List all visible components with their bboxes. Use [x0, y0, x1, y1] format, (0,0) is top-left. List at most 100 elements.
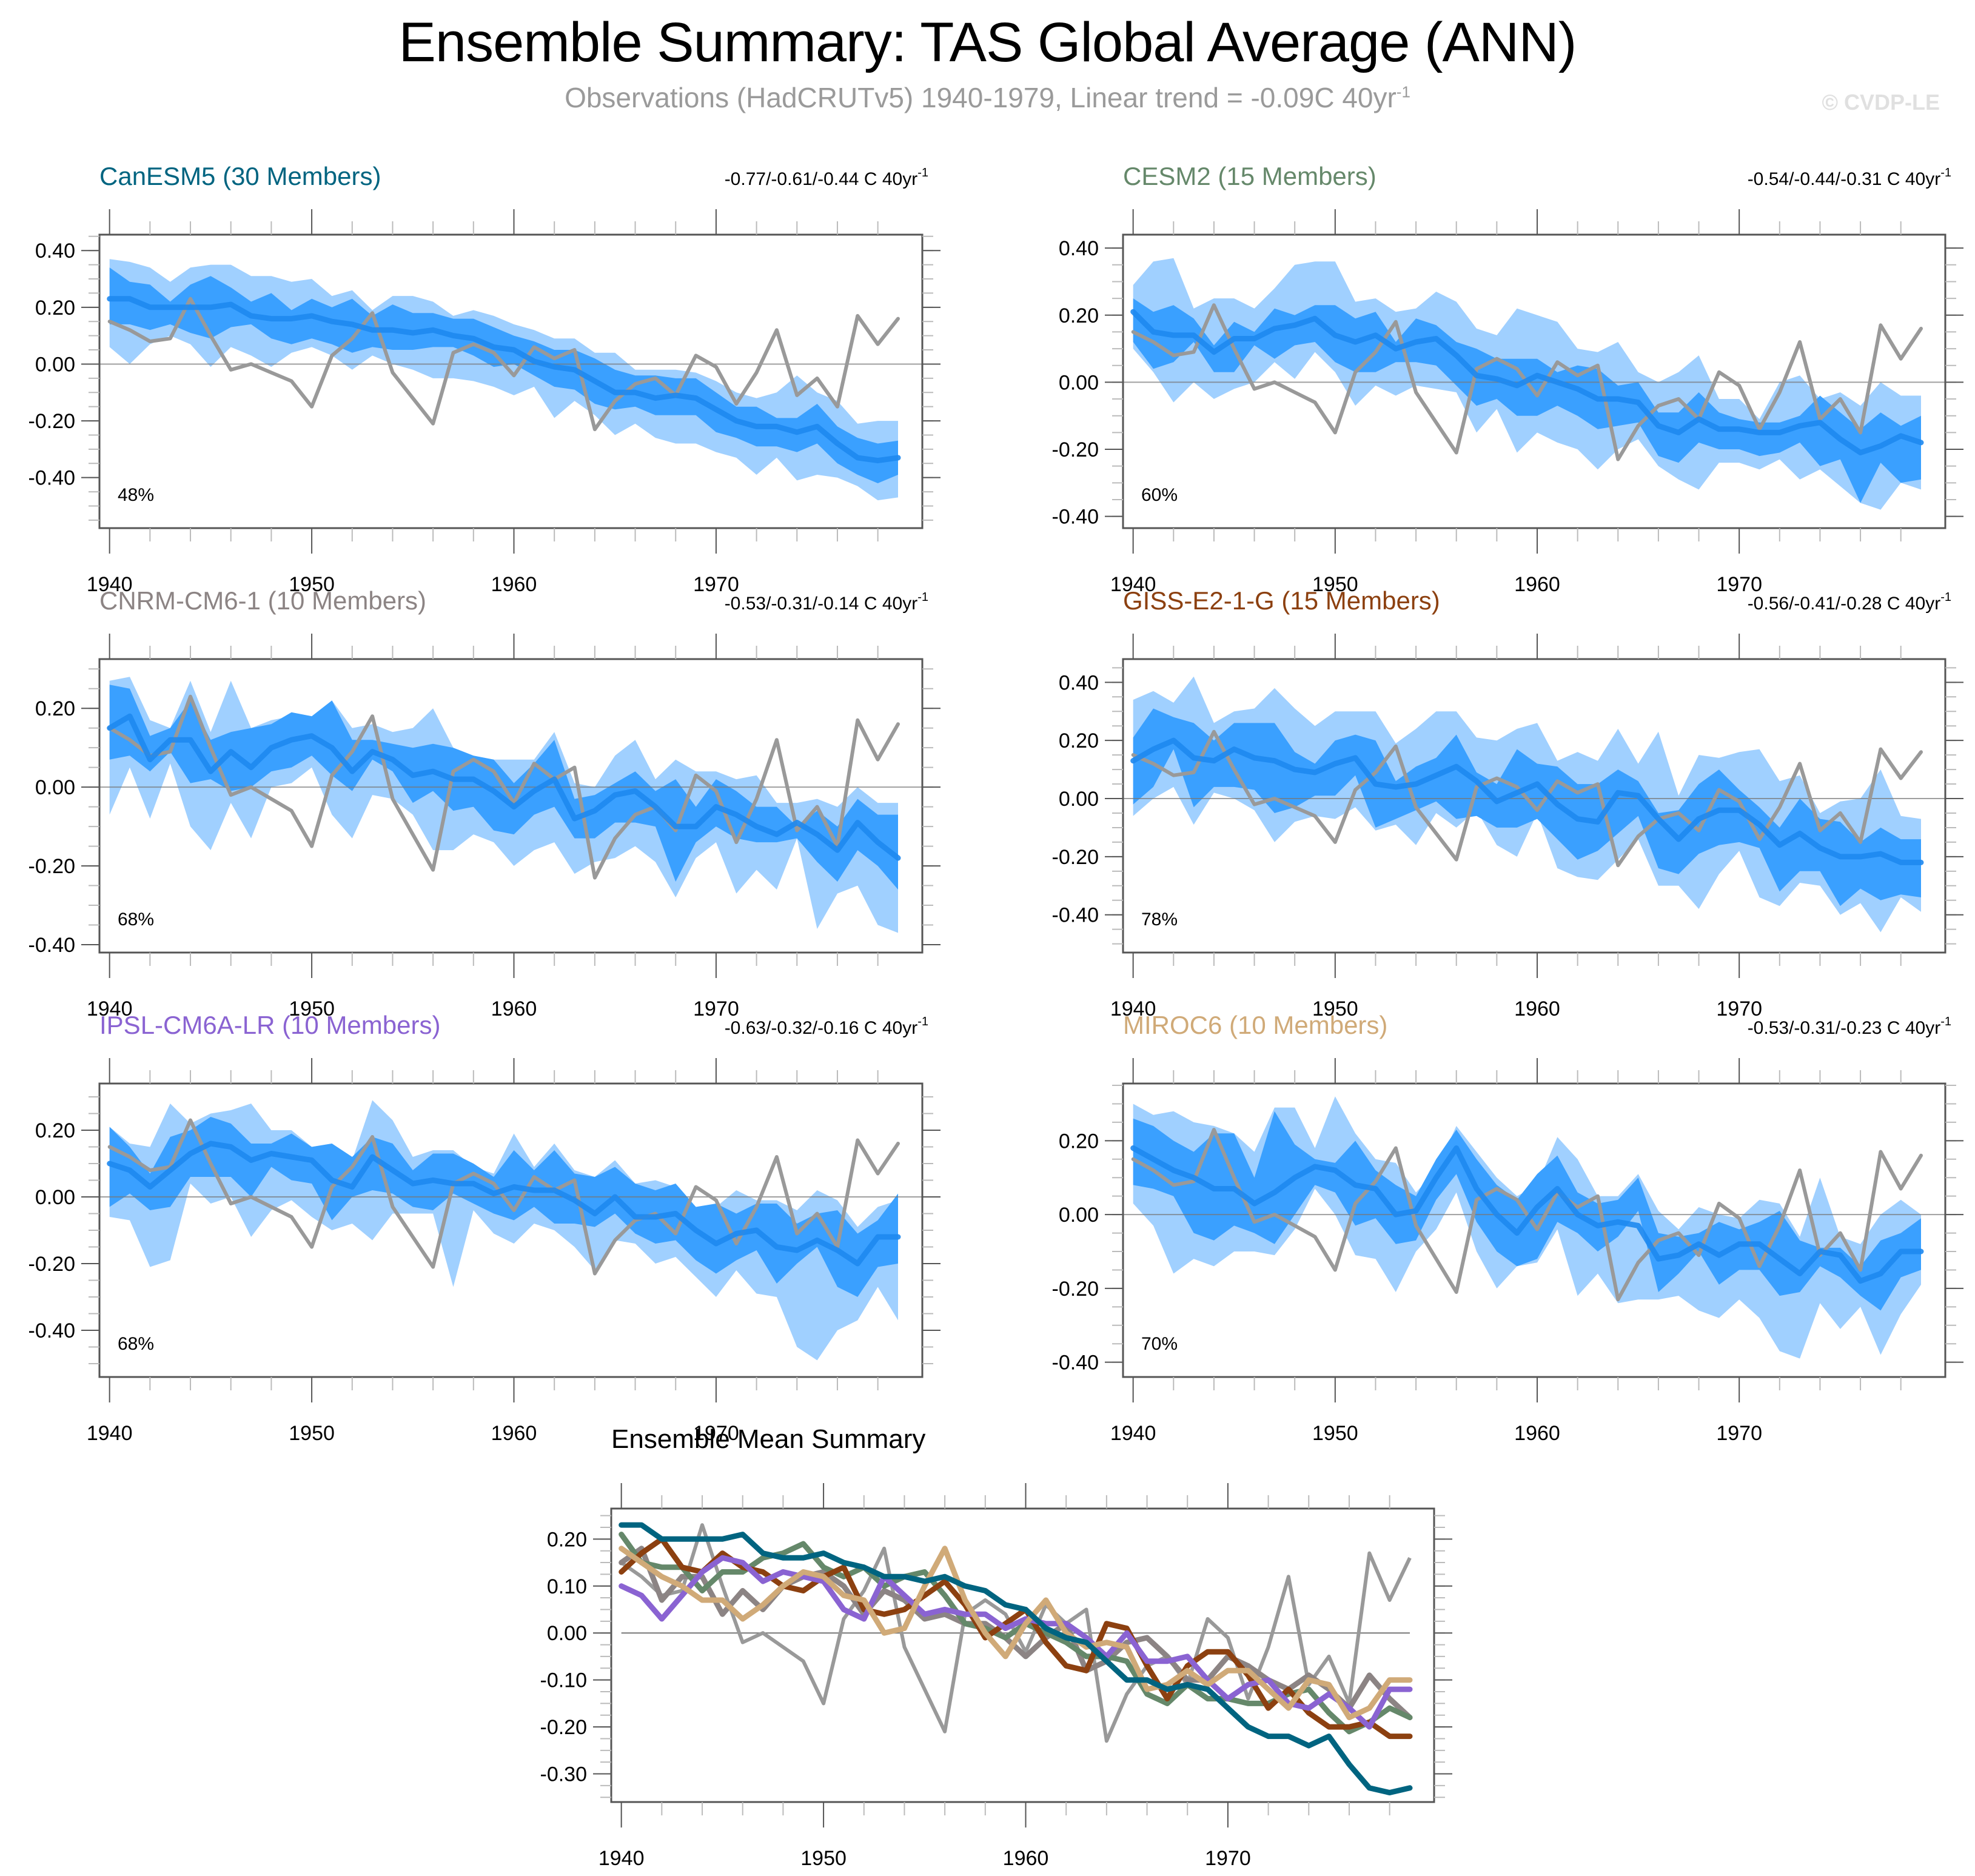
- ensemble-mean-line: [1130, 309, 1924, 455]
- y-tick-label: -0.10: [540, 1669, 588, 1692]
- y-tick-label: 0.00: [1059, 371, 1099, 394]
- trend-range-label: -0.53/-0.31/-0.14 C 40yr-1: [725, 591, 928, 614]
- observations-subtitle: Observations (HadCRUTv5) 1940-1979, Line…: [0, 81, 1975, 114]
- x-tick-label: 1960: [1514, 997, 1560, 1020]
- trend-superscript: -1: [917, 591, 928, 604]
- x-tick-label: 1950: [1312, 573, 1358, 596]
- trend-range-label: -0.53/-0.31/-0.23 C 40yr-1: [1748, 1015, 1951, 1038]
- plot-frame: [98, 233, 924, 529]
- trend-superscript: -1: [1940, 591, 1951, 604]
- ensemble-mean-line: [107, 713, 901, 861]
- percent-label: 60%: [1141, 485, 1178, 505]
- x-tick-label: 1960: [1514, 1422, 1560, 1445]
- x-tick-label: 1970: [1716, 997, 1762, 1020]
- y-tick-label: 0.20: [1059, 729, 1099, 752]
- trend-superscript: -1: [917, 1015, 928, 1028]
- y-tick-label: 0.40: [35, 240, 75, 263]
- trend-range-text: -0.53/-0.31/-0.23 C 40yr: [1748, 1018, 1941, 1038]
- x-tick-label: 1950: [1312, 1422, 1358, 1445]
- trend-range-text: -0.63/-0.32/-0.16 C 40yr: [725, 1018, 918, 1038]
- x-tick-label: 1970: [693, 997, 739, 1020]
- y-tick-label: 0.20: [35, 296, 75, 320]
- subtitle-superscript: -1: [1396, 82, 1410, 101]
- observations-line: [107, 694, 900, 880]
- y-tick-label: 0.00: [1059, 1204, 1099, 1227]
- y-tick-label: 0.20: [35, 697, 75, 720]
- trend-superscript: -1: [917, 166, 928, 179]
- panel-title: CESM2 (15 Members): [1123, 162, 1376, 190]
- inner-spread-band: [1133, 1111, 1921, 1311]
- ensemble-mean-line: [107, 1141, 901, 1267]
- x-tick-label: 1960: [491, 573, 537, 596]
- x-tick-label: 1940: [1110, 573, 1156, 596]
- percent-label: 68%: [118, 1334, 154, 1354]
- panel-title: CNRM-CM6-1 (10 Members): [99, 586, 426, 615]
- y-tick-label: -0.30: [540, 1763, 588, 1786]
- observations-line: [107, 1118, 900, 1276]
- trend-range-text: -0.56/-0.41/-0.28 C 40yr: [1748, 594, 1941, 614]
- trend-range-label: -0.63/-0.32/-0.16 C 40yr-1: [725, 1015, 928, 1038]
- y-tick-label: 0.00: [35, 353, 75, 376]
- panel-title: GISS-E2-1-G (15 Members): [1123, 586, 1440, 615]
- y-tick-label: -0.20: [29, 410, 76, 433]
- observations-line: [1131, 729, 1923, 868]
- x-tick-label: 1940: [87, 997, 133, 1020]
- panel-giss-e2-1-g: GISS-E2-1-G (15 Members) -0.56/-0.41/-0.2…: [1052, 586, 1963, 1020]
- plot-frame: [1122, 233, 1946, 529]
- x-tick-label: 1950: [289, 1422, 335, 1445]
- x-tick-label: 1970: [1716, 573, 1762, 596]
- y-tick-label: -0.20: [1052, 438, 1099, 461]
- y-tick-label: 0.20: [1059, 1130, 1099, 1153]
- x-tick-label: 1950: [289, 573, 335, 596]
- ensemble-mean-line-cnrm-cm6-1: [619, 1546, 1413, 1721]
- y-tick-label: 0.00: [547, 1622, 587, 1645]
- trend-range-text: -0.77/-0.61/-0.44 C 40yr: [725, 169, 918, 189]
- x-tick-label: 1940: [87, 1422, 133, 1445]
- panel-cesm2: CESM2 (15 Members) -0.54/-0.44/-0.31 C 40…: [1052, 162, 1963, 596]
- inner-spread-band: [1133, 708, 1921, 906]
- plot-area: [619, 1522, 1413, 1795]
- trend-superscript: -1: [1940, 1015, 1951, 1028]
- y-tick-label: -0.40: [29, 1319, 76, 1342]
- y-tick-label: 0.20: [547, 1528, 587, 1551]
- y-tick-label: 0.40: [1059, 671, 1099, 694]
- y-tick-label: 0.00: [1059, 788, 1099, 811]
- ensemble-mean-line-ipsl-cm6a-lr: [619, 1555, 1413, 1730]
- inner-spread-band: [1133, 298, 1921, 503]
- y-tick-label: 0.20: [35, 1119, 75, 1142]
- observations-line: [1131, 1128, 1923, 1302]
- x-tick-label: 1970: [693, 573, 739, 596]
- trend-superscript: -1: [1940, 166, 1951, 179]
- y-tick-label: -0.40: [1052, 506, 1099, 529]
- x-tick-label: 1960: [491, 1422, 537, 1445]
- plot-area: [99, 1100, 922, 1361]
- panel-ipsl-cm6a-lr: IPSL-CM6A-LR (10 Members) -0.63/-0.32/-0.…: [29, 1011, 941, 1445]
- y-tick-label: 0.00: [35, 1186, 75, 1209]
- inner-spread-band: [109, 267, 899, 483]
- plot-frame: [1122, 1082, 1946, 1378]
- trend-range-label: -0.56/-0.41/-0.28 C 40yr-1: [1748, 591, 1951, 614]
- copyright-watermark: © CVDP-LE: [1822, 90, 1940, 115]
- y-tick-label: 0.00: [35, 776, 75, 799]
- x-tick-label: 1940: [1110, 1422, 1156, 1445]
- y-tick-label: -0.20: [540, 1716, 588, 1739]
- trend-range-label: -0.77/-0.61/-0.44 C 40yr-1: [725, 166, 928, 189]
- ensemble-mean-line-canesm5: [619, 1522, 1413, 1795]
- ensemble-mean-line: [1130, 737, 1924, 865]
- panel-title: MIROC6 (10 Members): [1123, 1011, 1387, 1039]
- y-tick-label: -0.40: [29, 934, 76, 957]
- observations-line: [107, 296, 900, 432]
- y-tick-label: -0.40: [29, 467, 76, 490]
- x-tick-label: 1960: [1514, 573, 1560, 596]
- y-tick-label: -0.20: [1052, 846, 1099, 869]
- trend-range-label: -0.54/-0.44/-0.31 C 40yr-1: [1748, 166, 1951, 189]
- plot-area: [99, 677, 922, 933]
- y-tick-label: 0.20: [1059, 304, 1099, 327]
- plot-area: [99, 259, 922, 501]
- panel-miroc6: MIROC6 (10 Members) -0.53/-0.31/-0.23 C 4…: [1052, 1011, 1963, 1445]
- panel-title: IPSL-CM6A-LR (10 Members): [99, 1011, 440, 1039]
- subtitle-text: Observations (HadCRUTv5) 1940-1979, Line…: [565, 82, 1397, 113]
- plot-area: [1123, 258, 1945, 510]
- y-tick-label: 0.10: [547, 1575, 587, 1598]
